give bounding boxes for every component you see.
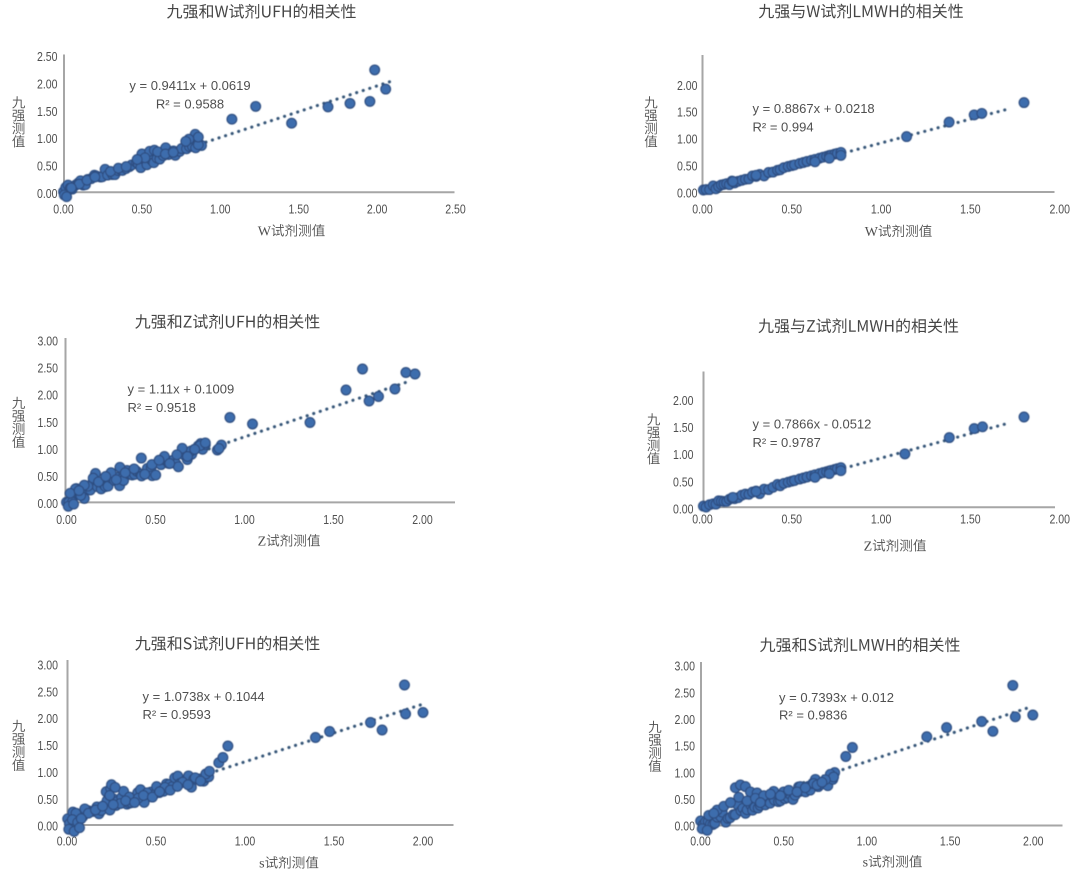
svg-text:3.00: 3.00 <box>38 335 59 349</box>
svg-text:1.50: 1.50 <box>960 203 981 217</box>
svg-text:1.50: 1.50 <box>38 739 59 753</box>
svg-text:2.00: 2.00 <box>38 389 59 403</box>
svg-text:2.00: 2.00 <box>412 513 433 527</box>
svg-text:R² = 0.9836: R² = 0.9836 <box>779 708 847 723</box>
svg-text:y = 1.0738x + 0.1044: y = 1.0738x + 0.1044 <box>143 689 265 704</box>
svg-text:1.50: 1.50 <box>940 835 961 849</box>
svg-text:y = 0.9411x + 0.0619: y = 0.9411x + 0.0619 <box>129 78 250 93</box>
svg-text:0.00: 0.00 <box>56 513 77 527</box>
svg-text:s: s <box>259 857 264 872</box>
svg-text:1.50: 1.50 <box>324 835 345 849</box>
svg-text:1.00: 1.00 <box>675 766 696 780</box>
svg-text:2.50: 2.50 <box>37 50 58 64</box>
svg-text:0.50: 0.50 <box>38 470 59 484</box>
svg-text:1.00: 1.00 <box>210 203 231 217</box>
svg-text:2.00: 2.00 <box>1049 203 1070 217</box>
svg-text:0.00: 0.00 <box>37 187 58 201</box>
svg-text:1.00: 1.00 <box>38 766 59 780</box>
svg-text:3.00: 3.00 <box>38 659 59 673</box>
svg-text:3.00: 3.00 <box>675 660 696 674</box>
svg-text:0.00: 0.00 <box>675 820 696 834</box>
svg-text:0.50: 0.50 <box>145 513 166 527</box>
svg-text:1.00: 1.00 <box>857 835 878 849</box>
svg-text:2.50: 2.50 <box>675 686 696 700</box>
svg-text:2.00: 2.00 <box>413 835 434 849</box>
svg-text:0.50: 0.50 <box>782 513 803 527</box>
svg-text:2.00: 2.00 <box>675 713 696 727</box>
svg-text:0.50: 0.50 <box>773 835 794 849</box>
svg-text:2.00: 2.00 <box>677 79 698 93</box>
svg-text:1.00: 1.00 <box>677 133 698 147</box>
svg-text:1.50: 1.50 <box>675 740 696 754</box>
svg-text:0.50: 0.50 <box>38 793 59 807</box>
svg-text:W: W <box>865 225 879 240</box>
svg-text:2.00: 2.00 <box>367 203 388 217</box>
svg-text:0.50: 0.50 <box>146 835 167 849</box>
svg-text:Z: Z <box>864 540 873 555</box>
svg-text:R² = 0.9787: R² = 0.9787 <box>753 435 821 450</box>
svg-text:W: W <box>258 225 272 240</box>
svg-text:2.00: 2.00 <box>1049 513 1070 527</box>
svg-text:1.00: 1.00 <box>37 132 58 146</box>
svg-text:2.50: 2.50 <box>38 685 59 699</box>
svg-text:1.50: 1.50 <box>677 106 698 120</box>
svg-text:0.00: 0.00 <box>57 835 78 849</box>
svg-text:2.00: 2.00 <box>1023 835 1044 849</box>
svg-text:1.00: 1.00 <box>673 448 694 462</box>
svg-text:1.00: 1.00 <box>234 513 255 527</box>
svg-text:2.50: 2.50 <box>38 362 59 376</box>
svg-text:y = 0.7393x + 0.012: y = 0.7393x + 0.012 <box>779 690 894 705</box>
svg-text:y = 0.7866x - 0.0512: y = 0.7866x - 0.0512 <box>753 417 872 432</box>
svg-text:0.50: 0.50 <box>677 160 698 174</box>
svg-text:0.00: 0.00 <box>692 513 713 527</box>
svg-text:1.50: 1.50 <box>37 105 58 119</box>
svg-text:1.00: 1.00 <box>235 835 256 849</box>
svg-text:0.00: 0.00 <box>53 203 74 217</box>
svg-text:0.00: 0.00 <box>692 203 713 217</box>
svg-text:2.00: 2.00 <box>673 394 694 408</box>
svg-text:1.00: 1.00 <box>871 513 892 527</box>
svg-text:0.00: 0.00 <box>38 820 59 834</box>
svg-text:0.00: 0.00 <box>690 835 711 849</box>
svg-text:1.50: 1.50 <box>673 421 694 435</box>
svg-text:s: s <box>863 856 868 871</box>
svg-text:R² = 0.9518: R² = 0.9518 <box>128 400 196 415</box>
svg-text:0.00: 0.00 <box>673 502 694 516</box>
svg-text:1.00: 1.00 <box>38 443 59 457</box>
svg-text:0.50: 0.50 <box>673 475 694 489</box>
svg-text:R² = 0.9588: R² = 0.9588 <box>156 97 224 112</box>
svg-text:Z: Z <box>258 535 267 550</box>
svg-text:1.50: 1.50 <box>323 513 344 527</box>
svg-text:1.00: 1.00 <box>871 203 892 217</box>
svg-text:2.00: 2.00 <box>38 712 59 726</box>
svg-text:1.50: 1.50 <box>38 416 59 430</box>
svg-text:0.00: 0.00 <box>38 497 59 511</box>
svg-text:0.50: 0.50 <box>675 793 696 807</box>
svg-text:1.50: 1.50 <box>288 203 309 217</box>
svg-text:0.50: 0.50 <box>37 160 58 174</box>
svg-text:0.00: 0.00 <box>677 187 698 201</box>
svg-text:2.00: 2.00 <box>37 78 58 92</box>
svg-text:0.50: 0.50 <box>782 203 803 217</box>
svg-text:R² = 0.9593: R² = 0.9593 <box>143 707 211 722</box>
svg-text:y = 1.11x + 0.1009: y = 1.11x + 0.1009 <box>128 382 235 397</box>
svg-text:y = 0.8867x + 0.0218: y = 0.8867x + 0.0218 <box>753 101 875 116</box>
svg-text:0.50: 0.50 <box>132 203 153 217</box>
svg-text:R² = 0.994: R² = 0.994 <box>753 120 814 135</box>
svg-text:2.50: 2.50 <box>445 203 466 217</box>
svg-text:1.50: 1.50 <box>960 513 981 527</box>
